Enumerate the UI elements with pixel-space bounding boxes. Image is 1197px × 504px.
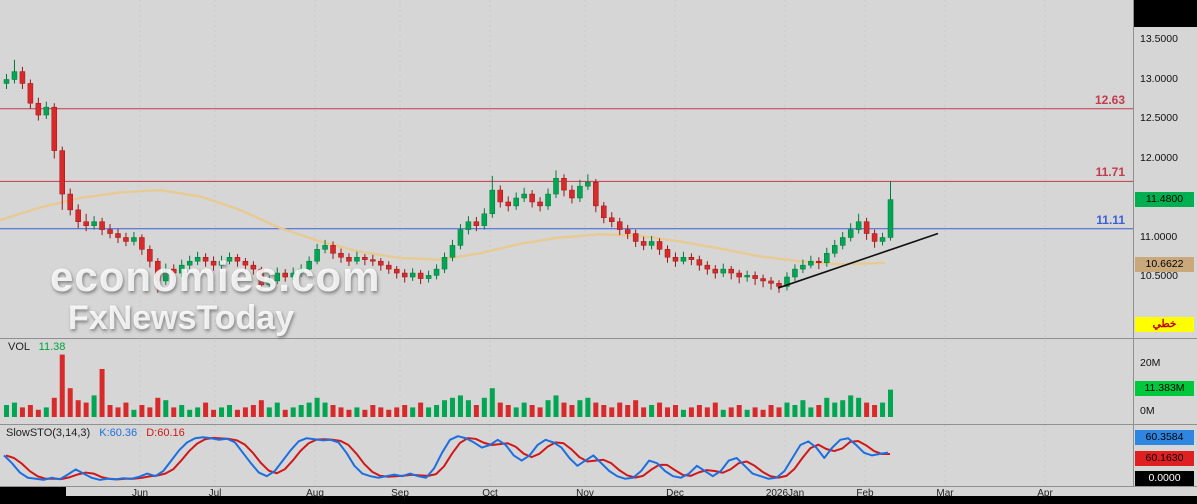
volume-scale-top-label: 20M — [1140, 357, 1161, 369]
month-label: Oct — [482, 488, 498, 499]
price-tick-label: 11.0000 — [1140, 230, 1178, 243]
month-label: Apr — [1037, 488, 1053, 499]
month-label: Mar — [936, 488, 954, 499]
volume-scale-bottom-label: 0M — [1140, 405, 1155, 417]
volume-value: 11.38 — [38, 341, 66, 353]
price-tick-label: 12.0000 — [1140, 151, 1178, 164]
stoch-k-axis-box: 60.3584 — [1135, 430, 1194, 445]
price-tick-label: 13.5000 — [1140, 33, 1178, 45]
month-label: Jun — [131, 488, 149, 499]
current-price-box: 11.4800 — [1135, 192, 1194, 207]
stoch-k-value: K:60.36 — [99, 427, 138, 439]
ma-value-box: 10.6622 — [1135, 257, 1194, 272]
month-label: Jul — [208, 488, 222, 499]
stochastic-indicator-header: SlowSTO(3,14,3) K:60.36 D:60.16 — [6, 427, 185, 439]
month-label: Aug — [306, 488, 324, 499]
bottom-status-bar — [0, 496, 1197, 504]
price-tick-label: 13.0000 — [1140, 72, 1178, 85]
support-level-label: 11.11 — [1096, 212, 1125, 227]
month-label: Sep — [391, 488, 409, 499]
stoch-zero-axis-box: 0.0000 — [1135, 471, 1194, 486]
resistance-level-label-upper: 12.63 — [1094, 92, 1125, 107]
current-volume-box: 11.383M — [1135, 381, 1194, 396]
stoch-d-value: D:60.16 — [146, 427, 185, 439]
stoch-d-axis-box: 60.1630 — [1135, 451, 1194, 466]
price-tick-label: 10.5000 — [1140, 270, 1178, 282]
price-tick-label: 12.5000 — [1140, 112, 1178, 124]
month-label: Nov — [576, 488, 594, 499]
top-right-corner-block — [1134, 0, 1197, 27]
volume-indicator-header: VOL 11.38 — [8, 341, 65, 353]
resistance-level-label-lower: 11.71 — [1095, 165, 1125, 180]
month-label: 2026Jan — [765, 488, 805, 499]
chart-type-button[interactable]: خطي — [1135, 317, 1194, 332]
month-label: Feb — [856, 488, 874, 499]
volume-label: VOL — [8, 341, 30, 353]
stoch-label: SlowSTO(3,14,3) — [6, 427, 91, 439]
month-label: Dec — [666, 488, 684, 499]
